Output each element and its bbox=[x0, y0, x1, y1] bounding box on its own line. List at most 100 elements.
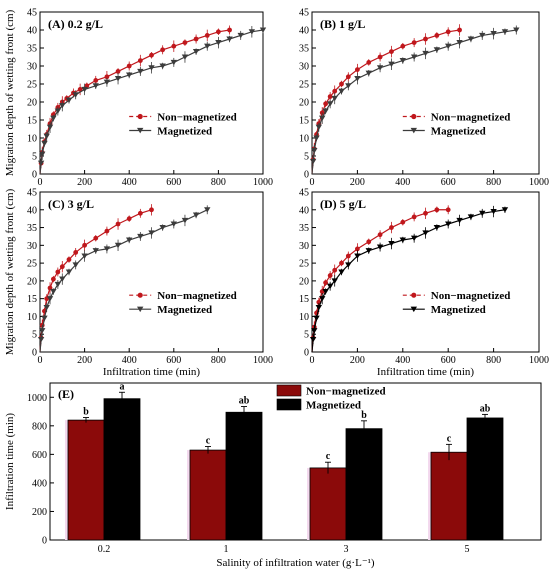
data-point bbox=[81, 86, 88, 93]
data-point bbox=[115, 221, 121, 227]
x-tick-label: 1 bbox=[224, 544, 229, 555]
y-tick-label: 25 bbox=[27, 259, 37, 270]
plot-frame bbox=[49, 382, 542, 541]
data-point bbox=[501, 207, 509, 213]
data-point bbox=[490, 31, 497, 37]
data-point bbox=[338, 269, 345, 275]
data-point bbox=[309, 336, 317, 343]
data-point bbox=[93, 78, 99, 83]
panel-D: 0 200 400 600 800 1000 0 5 10 15 20 25 30 35 40 45 (D) 5… bbox=[299, 188, 549, 379]
x-tick-label: 200 bbox=[350, 355, 365, 366]
data-point bbox=[54, 108, 62, 114]
y-tick-label: 25 bbox=[299, 80, 309, 91]
bar-shadow bbox=[307, 467, 311, 540]
x-tick-label: 800 bbox=[486, 355, 501, 366]
legend-label: Magnetized bbox=[431, 125, 486, 137]
data-point bbox=[345, 262, 352, 268]
data-point bbox=[41, 315, 48, 322]
data-point bbox=[331, 278, 338, 284]
data-point bbox=[332, 88, 338, 94]
y-tick-label: 5 bbox=[304, 330, 309, 341]
data-point bbox=[445, 29, 451, 35]
panel-label: (B) 1 g/L bbox=[320, 17, 365, 31]
x-axis-title: Infiltration time (min) bbox=[103, 366, 200, 378]
y-tick-label: 20 bbox=[27, 276, 37, 287]
panel-E: 0 200 400 600 800 1000 0.2 b a 1 c ab 3 c b 5 c ab (E) Non−… bbox=[4, 381, 542, 569]
data-point bbox=[72, 92, 79, 98]
data-point bbox=[327, 94, 333, 99]
data-point bbox=[433, 224, 441, 231]
data-point bbox=[389, 49, 394, 54]
data-point bbox=[399, 237, 406, 243]
data-point bbox=[50, 115, 57, 122]
bar-shadow bbox=[187, 450, 191, 540]
x-tick-label: 200 bbox=[77, 177, 92, 188]
data-point bbox=[192, 49, 200, 55]
data-point bbox=[456, 217, 463, 224]
x-tick-label: 800 bbox=[486, 177, 501, 188]
x-tick-label: 600 bbox=[166, 355, 181, 366]
data-point bbox=[345, 253, 351, 259]
data-point bbox=[104, 74, 110, 80]
data-point bbox=[309, 158, 317, 165]
data-point bbox=[365, 248, 372, 254]
data-point bbox=[322, 108, 329, 114]
x-tick-label: 400 bbox=[395, 355, 410, 366]
data-point bbox=[388, 61, 395, 68]
series-line-magnetized bbox=[311, 209, 506, 353]
data-point bbox=[181, 217, 189, 224]
data-point bbox=[434, 207, 440, 213]
data-point bbox=[422, 230, 429, 236]
y-tick-label: 40 bbox=[299, 26, 309, 37]
data-point bbox=[311, 148, 318, 154]
data-point bbox=[159, 63, 166, 69]
y-tick-label: 0 bbox=[32, 170, 37, 181]
y-tick-label: 15 bbox=[299, 294, 309, 305]
data-point bbox=[193, 36, 199, 42]
data-point bbox=[72, 262, 79, 268]
y-tick-label: 35 bbox=[27, 44, 37, 55]
data-point bbox=[39, 151, 46, 158]
bar-magnetized bbox=[345, 428, 383, 541]
data-point bbox=[204, 207, 211, 213]
data-point bbox=[377, 232, 383, 238]
plot-frame bbox=[39, 191, 264, 353]
data-point bbox=[411, 40, 417, 45]
legend-marker bbox=[411, 113, 417, 120]
data-point bbox=[376, 244, 384, 250]
data-point bbox=[55, 269, 61, 275]
data-point bbox=[39, 328, 46, 334]
y-tick-label: 10 bbox=[299, 312, 309, 323]
data-point bbox=[43, 133, 50, 140]
data-point bbox=[445, 221, 452, 227]
data-point bbox=[92, 83, 99, 89]
x-tick-label: 400 bbox=[122, 177, 137, 188]
data-point bbox=[311, 328, 318, 334]
data-point bbox=[339, 260, 344, 266]
y-tick-label: 20 bbox=[27, 98, 37, 109]
x-tick-label: 200 bbox=[350, 177, 365, 188]
data-point bbox=[171, 43, 177, 49]
legend-marker bbox=[137, 113, 143, 120]
data-point bbox=[114, 76, 122, 82]
data-point bbox=[160, 47, 166, 53]
y-tick-label: 45 bbox=[27, 188, 37, 199]
bar-non-magnetized bbox=[67, 419, 105, 541]
data-point bbox=[376, 65, 384, 71]
y-tick-label: 25 bbox=[27, 80, 37, 91]
data-point bbox=[490, 208, 497, 215]
data-point bbox=[148, 65, 155, 71]
y-tick-label: 15 bbox=[27, 116, 37, 127]
data-point bbox=[227, 27, 232, 33]
x-tick-label: 600 bbox=[441, 177, 456, 188]
y-tick-label: 45 bbox=[299, 8, 309, 19]
data-point bbox=[104, 228, 110, 234]
data-point bbox=[345, 83, 352, 89]
significance-letter: b bbox=[83, 407, 89, 418]
plot-frame bbox=[39, 11, 264, 175]
y-tick-label: 30 bbox=[27, 62, 37, 73]
bar-magnetized bbox=[103, 398, 141, 541]
panel-label: (E) bbox=[58, 387, 74, 401]
data-point bbox=[159, 224, 166, 231]
y-tick-label: 35 bbox=[299, 44, 309, 55]
